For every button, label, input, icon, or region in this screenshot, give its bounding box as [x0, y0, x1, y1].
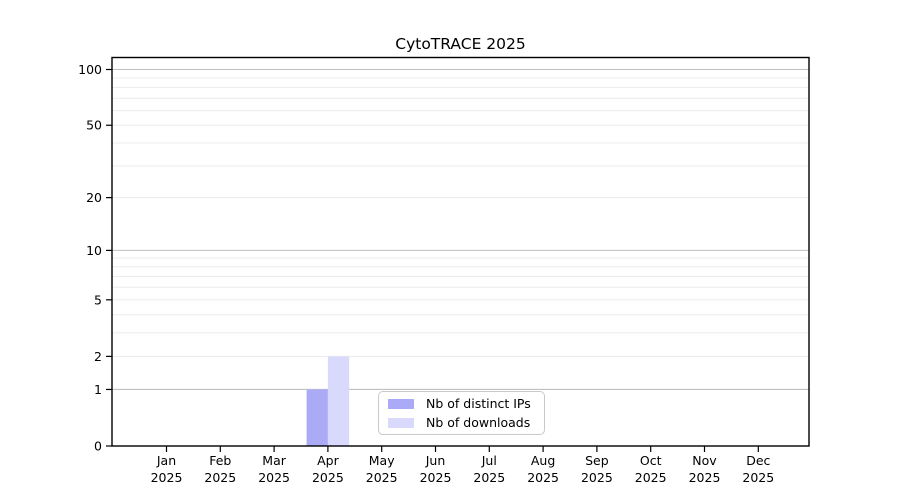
y-tick-label-50: 50 [86, 118, 102, 133]
x-tick-label-month-dec: Dec [746, 453, 770, 468]
x-tick-label-month-nov: Nov [692, 453, 717, 468]
x-tick-label-month-feb: Feb [209, 453, 231, 468]
legend-label-distinct-ips: Nb of distinct IPs [426, 396, 531, 411]
x-tick-label-month-oct: Oct [640, 453, 662, 468]
x-tick-label-year-nov: 2025 [689, 470, 721, 485]
x-tick-label-year-apr: 2025 [312, 470, 344, 485]
x-tick-label-year-mar: 2025 [258, 470, 290, 485]
x-tick-label-month-jun: Jun [425, 453, 446, 468]
chart-title: CytoTRACE 2025 [395, 35, 526, 53]
x-tick-label-year-jul: 2025 [473, 470, 505, 485]
legend-label-downloads: Nb of downloads [426, 415, 531, 430]
x-tick-label-year-may: 2025 [366, 470, 398, 485]
y-tick-label-20: 20 [86, 190, 102, 205]
legend-swatch-distinct-ips [388, 398, 414, 409]
x-tick-label-month-jul: Jul [481, 453, 497, 468]
bar-downloads-apr [327, 356, 350, 446]
legend-swatch-downloads [388, 417, 414, 428]
x-tick-label-month-apr: Apr [317, 453, 339, 468]
x-tick-label-month-sep: Sep [585, 453, 609, 468]
bar-distinct-ips-apr [306, 389, 328, 446]
legend-item-downloads: Nb of downloads [387, 415, 536, 430]
legend-item-distinct-ips: Nb of distinct IPs [387, 396, 536, 411]
x-tick-label-year-dec: 2025 [742, 470, 774, 485]
x-tick-label-year-oct: 2025 [635, 470, 667, 485]
y-tick-label-10: 10 [86, 243, 102, 258]
x-tick-label-year-jun: 2025 [420, 470, 452, 485]
x-tick-label-year-feb: 2025 [204, 470, 236, 485]
y-tick-label-100: 100 [78, 62, 102, 77]
x-tick-label-month-aug: Aug [531, 453, 555, 468]
x-tick-label-year-sep: 2025 [581, 470, 613, 485]
legend: Nb of distinct IPs Nb of downloads [378, 391, 545, 435]
axes-box [111, 56, 810, 447]
x-tick-label-month-mar: Mar [262, 453, 286, 468]
y-tick-label-5: 5 [94, 292, 102, 307]
y-tick-label-1: 1 [94, 382, 102, 397]
x-tick-label-year-jan: 2025 [151, 470, 183, 485]
y-tick-label-2: 2 [94, 349, 102, 364]
x-tick-label-year-aug: 2025 [527, 470, 559, 485]
y-tick-label-0: 0 [94, 439, 102, 454]
x-tick-label-month-jan: Jan [156, 453, 176, 468]
x-tick-label-month-may: May [369, 453, 395, 468]
